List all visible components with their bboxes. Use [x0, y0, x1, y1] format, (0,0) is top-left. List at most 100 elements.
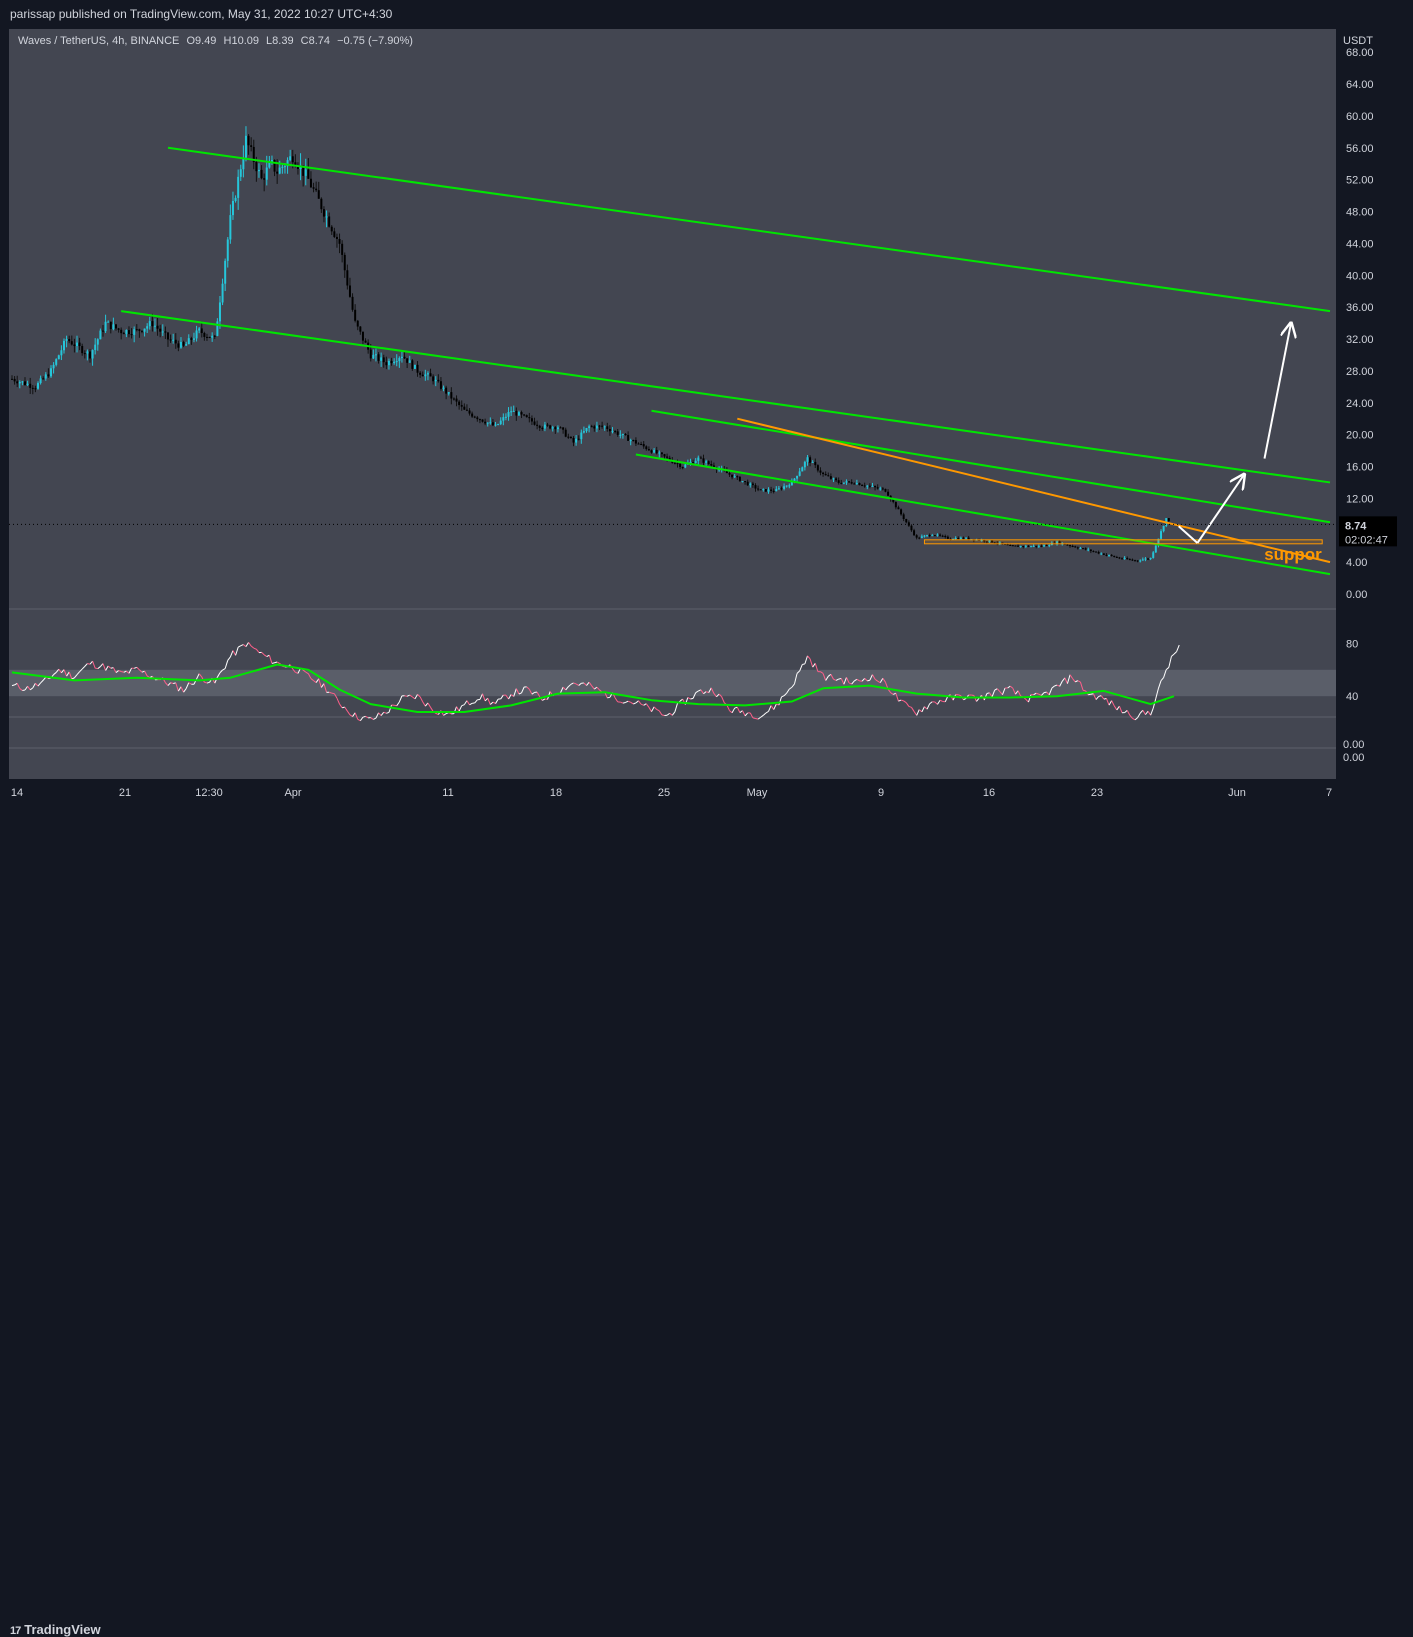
rsi-segment: [805, 656, 808, 664]
candle-body: [905, 519, 907, 522]
rsi-segment: [1132, 718, 1135, 720]
projection-arrow: [1264, 323, 1291, 458]
rsi-segment: [340, 704, 343, 708]
candle-body: [534, 421, 536, 424]
candle-body: [310, 179, 312, 188]
candle-body: [120, 330, 122, 333]
tradingview-brand: TradingView: [24, 1622, 100, 1637]
candle-body: [1160, 531, 1162, 539]
candle-body: [510, 411, 512, 412]
candle-body: [695, 461, 697, 463]
rsi-segment: [631, 702, 634, 704]
rsi-segment: [389, 705, 392, 712]
rsi-segment: [236, 647, 239, 655]
candle-body: [957, 538, 959, 539]
candle-body: [547, 425, 549, 426]
time-tick-label: 9: [878, 787, 884, 799]
candle-body: [458, 402, 460, 405]
rsi-segment: [633, 703, 636, 704]
rsi-segment: [649, 707, 652, 711]
candle-body: [778, 488, 780, 489]
candle-body: [81, 346, 83, 353]
time-tick-label: Jun: [1228, 787, 1246, 799]
candle-body: [383, 357, 385, 362]
candle-body: [206, 337, 208, 338]
candle-body: [258, 170, 260, 171]
candle-body: [162, 331, 164, 332]
rsi-segment: [542, 699, 545, 701]
drawing-lines: suppor: [9, 148, 1336, 574]
rsi-segment: [264, 655, 267, 657]
rsi-tick-label: 0.00: [1343, 752, 1364, 764]
candle-body: [422, 375, 424, 376]
rsi-segment: [940, 700, 943, 701]
candle-body: [1035, 546, 1037, 547]
rsi-segment: [269, 655, 272, 663]
candle-body: [684, 465, 686, 468]
rsi-segment: [914, 711, 917, 715]
last-price-value: 8.74: [1345, 520, 1367, 532]
candle-body: [84, 353, 86, 354]
candle-body: [365, 341, 367, 343]
rsi-segment: [1166, 667, 1169, 669]
candle-body: [708, 461, 710, 464]
candle-body: [240, 169, 242, 177]
candle-body: [489, 422, 491, 423]
rsi-segment: [1169, 656, 1172, 667]
candle-body: [604, 426, 606, 427]
rsi-segment: [607, 697, 610, 698]
tradingview-logo[interactable]: 17 TradingView: [10, 1622, 101, 1637]
rsi-segment: [662, 715, 665, 716]
rsi-segment: [490, 702, 493, 704]
candle-body: [172, 340, 174, 341]
candle-body: [780, 488, 782, 489]
candle-body: [1126, 558, 1128, 559]
candle-body: [856, 483, 858, 484]
candle-body: [921, 536, 923, 538]
time-tick-label: Apr: [284, 787, 301, 799]
candle-body: [115, 324, 117, 328]
legend-close-label: C: [301, 35, 309, 47]
rsi-segment: [667, 713, 670, 715]
rsi-segment: [90, 661, 93, 664]
candle-body: [656, 450, 658, 453]
candle-body: [942, 536, 944, 537]
candle-body: [754, 485, 756, 488]
candle-body: [583, 431, 585, 432]
rsi-segment: [342, 707, 345, 708]
candle-body: [775, 489, 777, 491]
rsi-segment: [688, 697, 691, 699]
rsi-segment: [22, 690, 25, 691]
candle-body: [42, 378, 44, 379]
candle-body: [866, 486, 868, 487]
rsi-segment: [1143, 710, 1146, 714]
candle-body: [887, 492, 889, 496]
candle-body: [1108, 555, 1110, 556]
rsi-segment: [1119, 706, 1122, 713]
price-axis: USDT68.0064.0060.0056.0052.0048.0044.004…: [1339, 35, 1397, 601]
rsi-segment: [1096, 696, 1099, 699]
price-tick-label: 68.00: [1346, 47, 1374, 59]
rsi-segment: [735, 707, 738, 708]
candle-body: [136, 329, 138, 330]
candle-body: [897, 507, 899, 509]
tradingview-logo-icon: 17: [10, 1625, 20, 1637]
candle-body: [591, 426, 593, 427]
candle-body: [968, 538, 970, 540]
candle-body: [107, 322, 109, 323]
candle-body: [219, 302, 221, 321]
candle-body: [848, 481, 850, 482]
rsi-segment: [917, 710, 920, 716]
rsi-segment: [758, 717, 761, 719]
candle-body: [354, 310, 356, 321]
rsi-segment: [467, 701, 470, 705]
candle-body: [825, 474, 827, 475]
candle-body: [375, 354, 377, 355]
candle-body: [112, 324, 114, 329]
candle-body: [552, 427, 554, 428]
candle-body: [323, 209, 325, 216]
rsi-segment: [238, 646, 241, 648]
legend-symbol[interactable]: Waves / TetherUS, 4h, BINANCE: [18, 35, 179, 47]
rsi-segment: [1088, 694, 1091, 695]
